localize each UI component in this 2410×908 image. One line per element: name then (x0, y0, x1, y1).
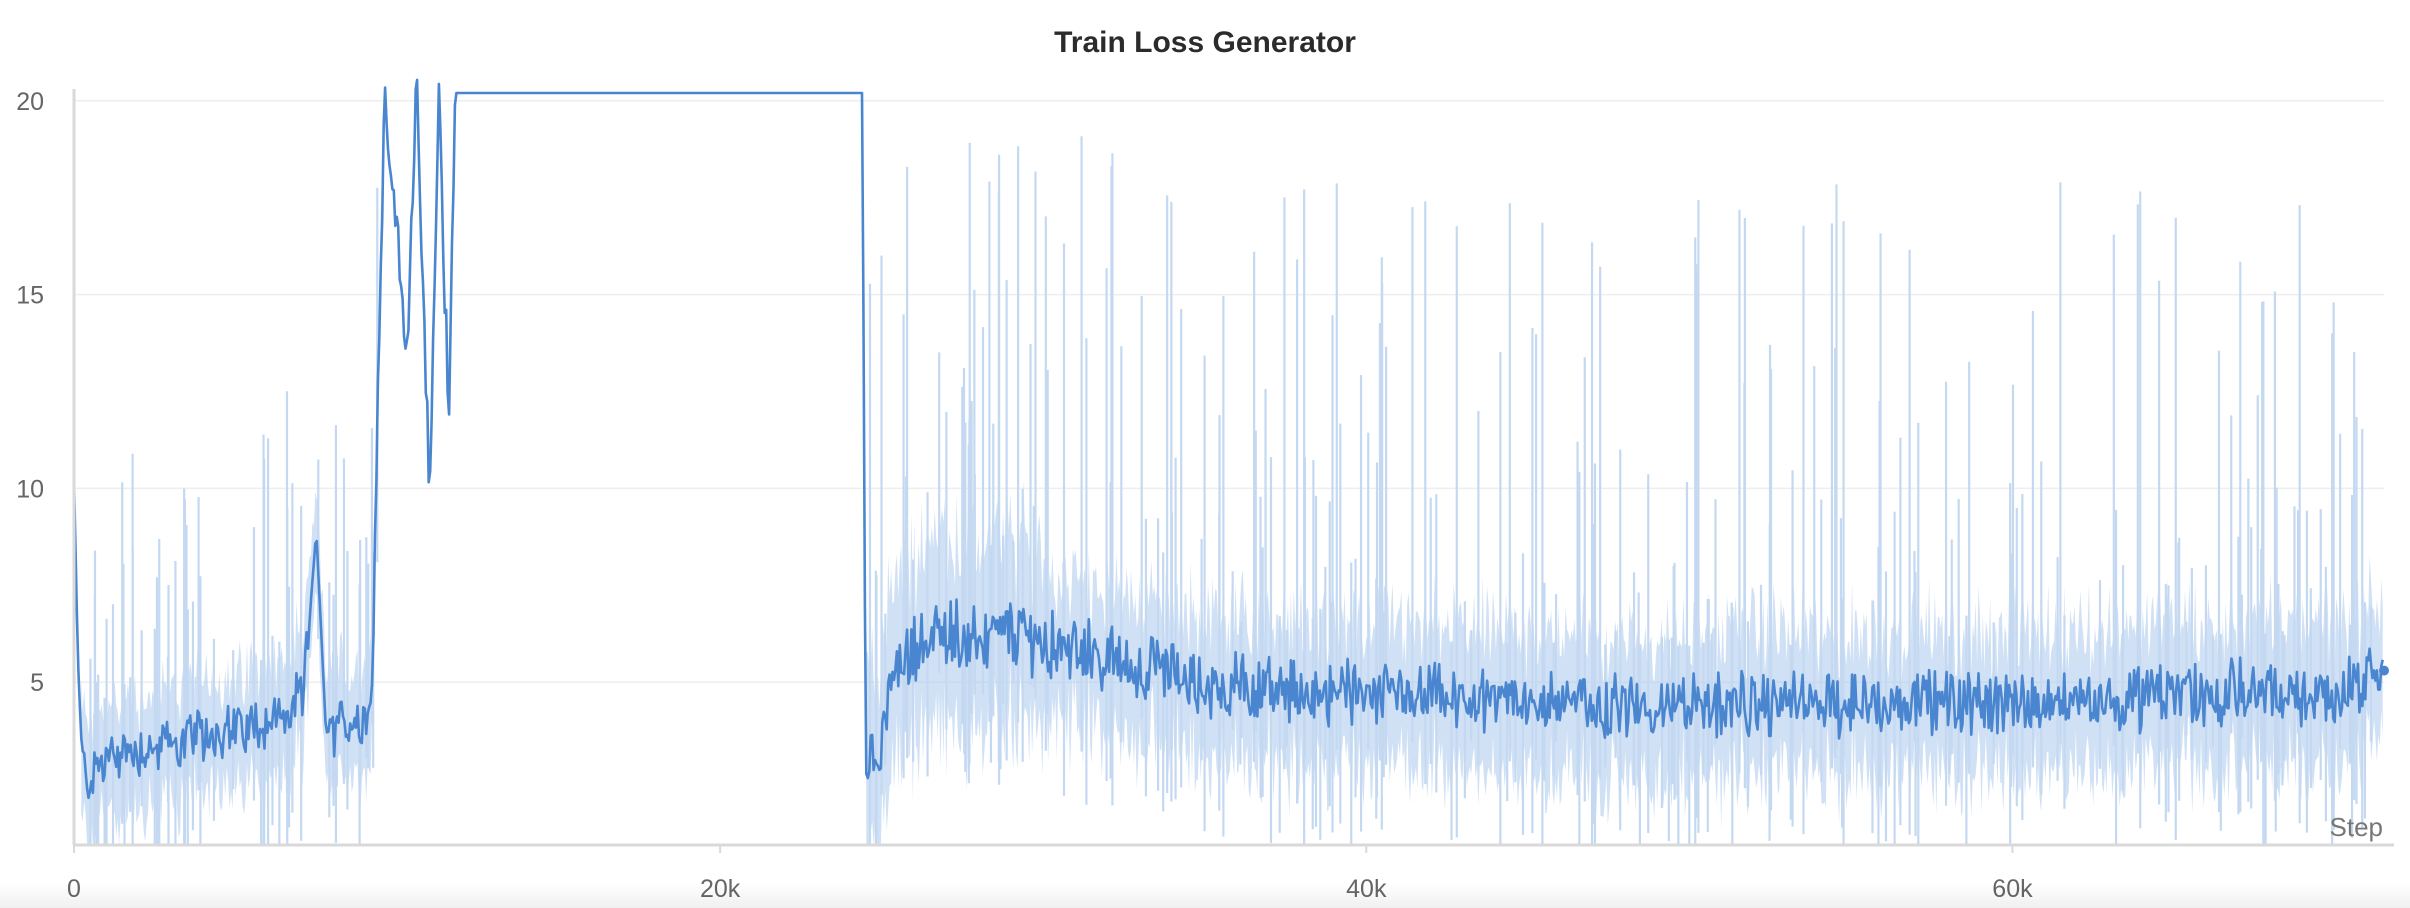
series-line (72, 78, 2384, 800)
y-tick-label: 10 (16, 475, 44, 503)
line-layer (72, 78, 2389, 800)
x-tick-label: 0 (67, 875, 81, 903)
x-tick-label: 40k (1346, 875, 1387, 903)
y-tick-label: 15 (16, 282, 44, 310)
min-max-band (866, 479, 2383, 845)
x-tick-label: 20k (700, 875, 741, 903)
chart-title: Train Loss Generator (1054, 26, 1356, 59)
y-tick-label: 20 (16, 88, 44, 116)
series-end-point (2379, 665, 2389, 676)
y-tick-label: 5 (30, 669, 44, 697)
band-layer (81, 193, 2383, 845)
x-tick-label: 60k (1992, 875, 2033, 903)
axes (72, 89, 2394, 853)
x-axis-label: Step (2330, 812, 2384, 842)
tick-labels: 5 10 15 20 0 20k 40k 60k Step (16, 88, 2383, 903)
